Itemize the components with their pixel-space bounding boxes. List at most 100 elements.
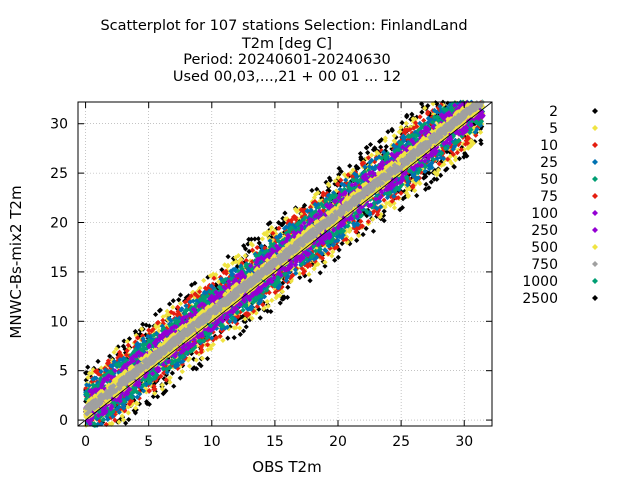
scatter-point [448, 105, 455, 111]
scatter-point [204, 356, 211, 362]
scatter-point [438, 107, 444, 113]
scatter-point [381, 197, 387, 203]
scatter-point [85, 374, 91, 381]
scatter-point [238, 263, 244, 269]
scatter-point [126, 416, 132, 423]
scatter-point [261, 294, 268, 300]
scatter-point [124, 348, 130, 354]
scatter-point [128, 402, 134, 408]
scatter-point [254, 244, 260, 251]
scatter-point [314, 260, 320, 266]
scatter-point [275, 238, 281, 244]
scatter-point [364, 144, 370, 151]
scatter-point [210, 341, 216, 348]
scatter-point [374, 205, 380, 211]
scatter-point [421, 117, 427, 124]
scatter-point [196, 299, 202, 305]
scatter-point [412, 180, 419, 186]
scatter-point [249, 265, 255, 271]
scatter-point [385, 129, 391, 135]
scatter-point [208, 343, 214, 349]
scatter-point [456, 137, 462, 144]
scatter-point [95, 358, 101, 365]
scatter-point [306, 271, 312, 277]
scatter-point [426, 185, 432, 191]
scatter-point [231, 334, 237, 341]
scatter-point [222, 276, 228, 283]
scatter-point [391, 205, 398, 211]
scatter-point [383, 190, 390, 197]
scatter-point [317, 270, 323, 276]
scatter-point [362, 164, 368, 170]
scatter-point [145, 333, 151, 339]
scatter-point [396, 175, 402, 181]
scatter-point [160, 314, 166, 320]
scatter-point [109, 357, 115, 363]
scatter-point [151, 383, 157, 389]
scatter-point [353, 184, 359, 190]
scatter-point [326, 243, 332, 249]
scatter-point [304, 208, 311, 214]
scatter-point [403, 120, 409, 126]
scatter-point [312, 191, 319, 198]
scatter-point [321, 207, 327, 213]
scatter-point [193, 301, 199, 307]
scatter-point [355, 230, 361, 236]
scatter-point [441, 147, 447, 153]
scatter-point [453, 105, 459, 111]
scatter-point [204, 335, 210, 341]
scatter-point [188, 305, 195, 311]
scatter-point [360, 231, 366, 238]
scatter-point [115, 344, 121, 350]
scatter-point [102, 367, 109, 373]
scatter-point [478, 141, 484, 147]
scatter-point [287, 275, 293, 281]
scatter-point [415, 170, 421, 176]
scatter-point [322, 239, 328, 245]
scatter-point [225, 254, 231, 260]
scatter-point [219, 325, 225, 332]
scatter-point [188, 293, 194, 299]
scatter-point [201, 338, 207, 344]
scatter-point [354, 237, 360, 243]
scatter-point [272, 286, 278, 292]
scatter-point [197, 306, 204, 312]
scatter-point [279, 222, 285, 228]
scatter-point [456, 156, 463, 162]
scatter-point [336, 247, 342, 253]
scatter-point [125, 342, 131, 348]
scatter-point [332, 178, 338, 184]
scatter-point [468, 127, 474, 133]
scatter-point [413, 177, 419, 183]
scatter-point [292, 214, 299, 221]
scatter-point [85, 364, 91, 370]
scatter-point [283, 230, 289, 236]
scatter-point [461, 154, 467, 160]
scatter-point [426, 170, 432, 176]
scatter-point [96, 417, 103, 424]
scatter-point [467, 140, 473, 146]
scatter-point [385, 156, 391, 162]
scatter-point [372, 159, 378, 165]
scatter-points [82, 99, 486, 429]
scatter-point [335, 237, 341, 243]
scatter-point [134, 335, 141, 341]
scatter-point [243, 303, 249, 309]
scatter-point [358, 218, 364, 224]
scatter-point [210, 271, 216, 277]
scatter-point [444, 149, 450, 155]
scatter-point [302, 273, 308, 279]
scatter-point [84, 382, 90, 388]
scatter-point [458, 147, 464, 153]
scatter-point [332, 257, 338, 263]
scatter-point [369, 210, 376, 216]
scatter-point [365, 219, 371, 225]
scatter-point [198, 347, 205, 353]
scatter-point [111, 349, 117, 355]
scatter-point [240, 307, 246, 313]
scatter-point [173, 321, 180, 327]
scatter-point [279, 294, 286, 300]
scatter-point [384, 151, 390, 158]
scatter-point [179, 368, 185, 375]
scatter-point [243, 324, 249, 330]
